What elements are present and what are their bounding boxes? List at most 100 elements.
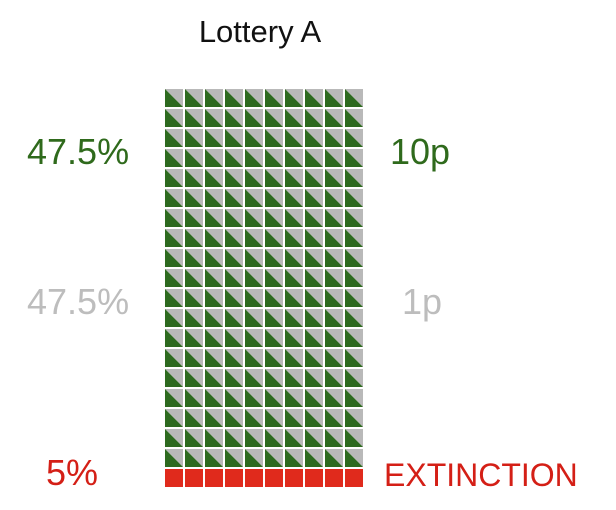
grid-cell-split xyxy=(285,449,303,467)
grid-cell-split xyxy=(225,129,243,147)
cell-green-triangle xyxy=(165,189,183,207)
grid-cell-split xyxy=(205,369,223,387)
grid-cell-split xyxy=(185,329,203,347)
cell-green-triangle xyxy=(225,269,243,287)
grid-cell-split xyxy=(265,149,283,167)
cell-green-triangle xyxy=(205,129,223,147)
cell-green-triangle xyxy=(185,369,203,387)
grid-cell-split xyxy=(325,329,343,347)
grid-cell-split xyxy=(225,449,243,467)
outcome-label-extinction: EXTINCTION xyxy=(384,457,578,493)
cell-green-triangle xyxy=(325,329,343,347)
grid-cell-split xyxy=(245,309,263,327)
grid-cell-split xyxy=(245,449,263,467)
cell-green-triangle xyxy=(285,89,303,107)
grid-cell-split xyxy=(225,429,243,447)
cell-green-triangle xyxy=(305,189,323,207)
cell-green-triangle xyxy=(305,229,323,247)
grid-cell-split xyxy=(245,389,263,407)
grid-cell-split xyxy=(325,229,343,247)
cell-green-triangle xyxy=(285,409,303,427)
cell-green-triangle xyxy=(265,449,283,467)
cell-green-triangle xyxy=(205,269,223,287)
cell-green-triangle xyxy=(345,369,363,387)
grid-cell-split xyxy=(285,129,303,147)
cell-green-triangle xyxy=(225,289,243,307)
grid-cell-split xyxy=(185,449,203,467)
grid-cell-split xyxy=(185,269,203,287)
grid-cell-split xyxy=(185,309,203,327)
grid-cell-split xyxy=(285,109,303,127)
grid-cell-split xyxy=(225,249,243,267)
grid-cell-split xyxy=(205,249,223,267)
grid-cell-split xyxy=(225,349,243,367)
grid-cell-split xyxy=(245,209,263,227)
cell-green-triangle xyxy=(325,429,343,447)
cell-green-triangle xyxy=(225,189,243,207)
cell-green-triangle xyxy=(205,89,223,107)
cell-green-triangle xyxy=(325,309,343,327)
cell-green-triangle xyxy=(265,129,283,147)
grid-cell-split xyxy=(325,349,343,367)
grid-cell-split xyxy=(265,109,283,127)
cell-green-triangle xyxy=(305,169,323,187)
cell-green-triangle xyxy=(185,429,203,447)
cell-green-triangle xyxy=(345,89,363,107)
cell-green-triangle xyxy=(285,369,303,387)
grid-cell-split xyxy=(305,269,323,287)
grid-cell-split xyxy=(285,149,303,167)
cell-green-triangle xyxy=(265,309,283,327)
cell-green-triangle xyxy=(225,249,243,267)
grid-cell-split xyxy=(265,349,283,367)
cell-green-triangle xyxy=(285,329,303,347)
cell-green-triangle xyxy=(205,369,223,387)
grid-cell-split xyxy=(205,309,223,327)
grid-cell-split xyxy=(205,169,223,187)
grid-cell-split xyxy=(305,169,323,187)
cell-green-triangle xyxy=(225,349,243,367)
grid-cell-split xyxy=(345,209,363,227)
cell-green-triangle xyxy=(205,209,223,227)
grid-cell-split xyxy=(345,229,363,247)
cell-green-triangle xyxy=(345,169,363,187)
cell-green-triangle xyxy=(285,309,303,327)
grid-cell-split xyxy=(205,409,223,427)
grid-cell-split xyxy=(225,269,243,287)
cell-green-triangle xyxy=(185,229,203,247)
cell-green-triangle xyxy=(165,409,183,427)
cell-green-triangle xyxy=(205,109,223,127)
grid-cell-split xyxy=(185,149,203,167)
cell-green-triangle xyxy=(185,269,203,287)
cell-green-triangle xyxy=(165,429,183,447)
grid-cell-split xyxy=(185,369,203,387)
grid-cell-split xyxy=(185,429,203,447)
grid-cell-split xyxy=(285,189,303,207)
grid-cell-split xyxy=(185,289,203,307)
grid-cell-split xyxy=(345,409,363,427)
grid-cell-split xyxy=(225,149,243,167)
grid-cell-split xyxy=(205,389,223,407)
cell-green-triangle xyxy=(345,329,363,347)
probability-label-extinction: 5% xyxy=(46,452,99,493)
grid-cell-split xyxy=(165,109,183,127)
cell-green-triangle xyxy=(225,89,243,107)
cell-green-triangle xyxy=(325,409,343,427)
grid-cell-split xyxy=(325,409,343,427)
grid-cell-split xyxy=(285,349,303,367)
cell-green-triangle xyxy=(185,329,203,347)
grid-cell-split xyxy=(245,249,263,267)
grid-cell-split xyxy=(245,349,263,367)
grid-cell-split xyxy=(345,89,363,107)
cell-green-triangle xyxy=(245,89,263,107)
cell-green-triangle xyxy=(325,349,343,367)
grid-cell-split xyxy=(325,449,343,467)
cell-green-triangle xyxy=(245,349,263,367)
cell-green-triangle xyxy=(225,329,243,347)
cell-green-triangle xyxy=(165,109,183,127)
grid-cell-split xyxy=(185,189,203,207)
grid-cell-split xyxy=(245,429,263,447)
cell-green-triangle xyxy=(245,149,263,167)
grid-cell-split xyxy=(285,249,303,267)
grid-cell-split xyxy=(265,249,283,267)
cell-green-triangle xyxy=(265,329,283,347)
